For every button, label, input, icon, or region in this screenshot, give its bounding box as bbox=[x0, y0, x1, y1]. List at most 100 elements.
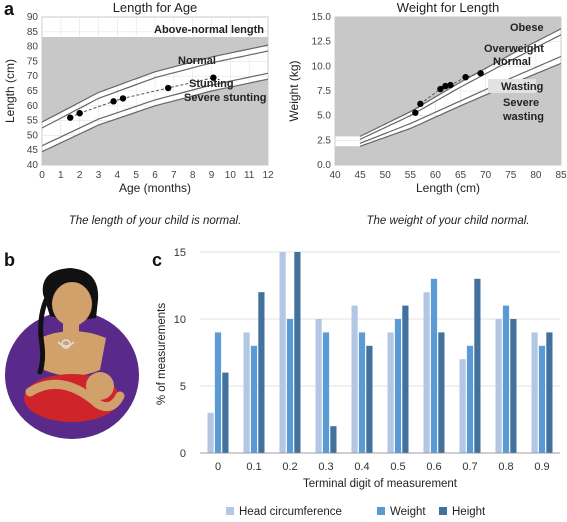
weight-points bbox=[412, 70, 484, 116]
bar-x-ticks: 0 0.1 0.2 0.3 0.4 0.5 0.6 0.7 0.8 0.9 bbox=[215, 461, 550, 473]
bar-x-tick-label: 0.9 bbox=[534, 461, 549, 473]
reference-curve bbox=[42, 50, 268, 129]
length-above-normal-band bbox=[42, 37, 268, 123]
y-tick-label: 60 bbox=[27, 101, 39, 112]
y-tick-label: 15.0 bbox=[312, 12, 332, 23]
bar-y-ticks: 0 5 10 15 bbox=[174, 247, 186, 460]
reference-curve bbox=[359, 28, 561, 137]
data-point bbox=[417, 100, 424, 108]
bar-height bbox=[330, 426, 337, 453]
bar-head-circumference bbox=[459, 359, 466, 453]
length-severe-stunting-band bbox=[42, 79, 268, 165]
zone-severe-wasting-line1: Severe bbox=[503, 97, 539, 109]
length-y-axis-label: Length (cm) bbox=[3, 59, 17, 123]
x-tick-label: 40 bbox=[329, 170, 341, 181]
reference-curve bbox=[42, 44, 268, 123]
x-tick-label: 9 bbox=[209, 170, 215, 181]
x-tick-label: 5 bbox=[133, 170, 139, 181]
bar-weight bbox=[322, 332, 330, 453]
data-point bbox=[477, 70, 484, 77]
length-trend-line bbox=[70, 77, 214, 119]
bar-x-axis-label: Terminal digit of measurement bbox=[303, 478, 458, 490]
weight-x-ticks: 40 45 50 55 60 65 70 75 80 85 bbox=[329, 170, 567, 181]
bar-y-tick-label: 5 bbox=[180, 381, 186, 393]
bar-head-circumference bbox=[495, 319, 502, 453]
y-tick-label: 75 bbox=[27, 56, 39, 67]
panel-c-letter: c bbox=[152, 250, 162, 270]
weight-x-axis-label: Length (cm) bbox=[416, 181, 480, 195]
bar-height bbox=[438, 332, 445, 453]
bar-x-tick-label: 0.8 bbox=[498, 461, 513, 473]
bar-y-tick-label: 10 bbox=[174, 314, 186, 326]
mother-chest-skin bbox=[40, 331, 106, 376]
wasting-label-bg bbox=[488, 79, 536, 93]
zone-normal-length: Normal bbox=[178, 55, 216, 67]
reference-curve bbox=[359, 34, 561, 140]
data-point bbox=[67, 114, 74, 121]
bar-y-axis-label: % of measurements bbox=[156, 303, 168, 406]
bar-weight bbox=[430, 278, 438, 453]
legend-swatch-height bbox=[439, 507, 447, 515]
x-tick-label: 1 bbox=[58, 170, 64, 181]
y-tick-label: 12.5 bbox=[312, 37, 332, 48]
data-point bbox=[442, 82, 449, 90]
y-tick-label: 50 bbox=[27, 130, 39, 141]
bar-weight bbox=[466, 345, 474, 453]
data-point bbox=[76, 110, 83, 117]
legend-swatch-weight bbox=[377, 507, 385, 515]
x-tick-label: 70 bbox=[480, 170, 492, 181]
necklace-charm bbox=[61, 339, 71, 349]
panel-a-letter: a bbox=[4, 0, 15, 19]
data-point bbox=[412, 109, 419, 116]
weight-obese-band bbox=[335, 17, 561, 137]
length-y-ticks: 40 45 50 55 60 65 70 75 80 85 90 bbox=[27, 12, 39, 171]
zone-obese: Obese bbox=[510, 22, 544, 34]
data-point bbox=[462, 73, 469, 81]
y-tick-label: 2.5 bbox=[317, 135, 331, 146]
bar-x-tick-label: 0.5 bbox=[390, 461, 405, 473]
length-points bbox=[67, 74, 217, 121]
data-point bbox=[437, 85, 444, 93]
bar-head-circumference bbox=[387, 332, 394, 453]
bar-weight bbox=[214, 332, 222, 453]
x-tick-label: 7 bbox=[171, 170, 177, 181]
bar-x-tick-label: 0.2 bbox=[282, 461, 297, 473]
necklace bbox=[57, 341, 75, 347]
y-tick-label: 45 bbox=[27, 145, 39, 156]
y-tick-label: 10.0 bbox=[312, 61, 332, 72]
y-tick-label: 80 bbox=[27, 42, 39, 53]
data-point bbox=[210, 74, 217, 81]
weight-chart-title: Weight for Length bbox=[397, 0, 499, 15]
x-tick-label: 10 bbox=[225, 170, 237, 181]
data-point bbox=[119, 95, 127, 102]
terminal-digit-chart: 0 0.1 0.2 0.3 0.4 0.5 0.6 0.7 0.8 0.9 0 5 10 15 Term… bbox=[156, 247, 560, 518]
length-x-ticks: 0 1 2 3 4 5 6 7 8 9 10 11 12 bbox=[39, 170, 274, 181]
bar-x-tick-label: 0.4 bbox=[354, 461, 369, 473]
reference-curve bbox=[359, 55, 561, 144]
bar-weight bbox=[502, 305, 510, 453]
x-tick-label: 60 bbox=[430, 170, 442, 181]
bar-head-circumference bbox=[531, 332, 538, 453]
legend-label-height: Height bbox=[452, 506, 486, 518]
weight-y-ticks: 0.0 2.5 5.0 7.5 10.0 12.5 15.0 bbox=[312, 12, 332, 171]
bar-height bbox=[366, 345, 373, 453]
baby-head bbox=[86, 372, 114, 400]
y-tick-label: 7.5 bbox=[317, 86, 331, 97]
y-tick-label: 85 bbox=[27, 27, 39, 38]
length-reference-curves bbox=[42, 44, 268, 153]
zone-above-normal-length: Above-normal length bbox=[154, 24, 264, 36]
weight-for-length-chart: Weight for Length 40 45 50 55 60 65 70 75 80 85 0… bbox=[287, 0, 567, 195]
length-x-axis-label: Age (months) bbox=[119, 181, 191, 195]
bar-x-tick-label: 0.6 bbox=[426, 461, 441, 473]
x-tick-label: 2 bbox=[77, 170, 83, 181]
bar-weight bbox=[358, 332, 366, 453]
x-tick-label: 8 bbox=[190, 170, 196, 181]
x-tick-label: 85 bbox=[555, 170, 567, 181]
bar-x-tick-label: 0.7 bbox=[462, 461, 477, 473]
length-for-age-chart: Length for Age 0 1 2 3 4 5 6 7 8 9 10 11 12 40455055… bbox=[3, 0, 274, 195]
mother-face bbox=[52, 282, 92, 326]
bar-head-circumference bbox=[315, 319, 322, 453]
zone-severe-stunting: Severe stunting bbox=[184, 92, 267, 104]
bar-weight bbox=[250, 345, 258, 453]
x-tick-label: 4 bbox=[115, 170, 121, 181]
